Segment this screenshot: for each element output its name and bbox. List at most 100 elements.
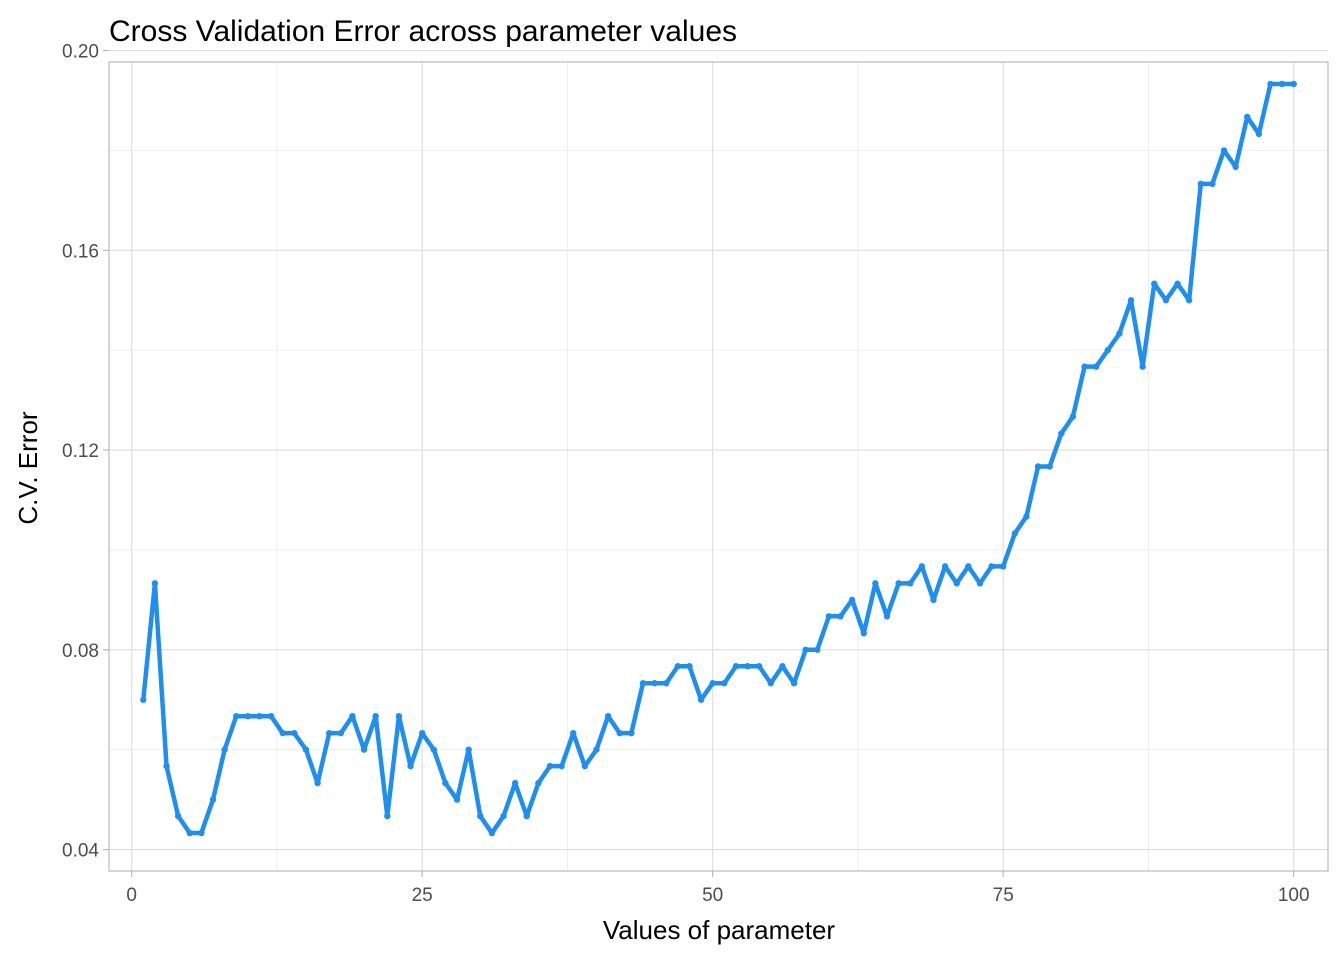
data-point [848, 596, 856, 604]
data-point [453, 796, 461, 803]
data-point [604, 712, 612, 720]
data-point [384, 812, 391, 820]
data-point [895, 580, 902, 587]
data-point [546, 762, 554, 770]
y-tick-label: 0.12 [62, 441, 99, 462]
data-point [965, 563, 972, 570]
data-point [1081, 363, 1088, 370]
y-axis-title: C.V. Error [13, 411, 43, 525]
data-point [976, 580, 984, 587]
data-point [535, 779, 542, 787]
data-point [186, 829, 193, 837]
data-point [872, 580, 879, 587]
data-point [837, 613, 844, 620]
data-point [140, 696, 147, 703]
data-point [1220, 147, 1228, 154]
data-point [1023, 513, 1030, 520]
series-line [141, 81, 1296, 836]
data-point [418, 729, 426, 737]
data-point [721, 680, 728, 687]
data-point [244, 712, 252, 720]
x-axis: 0 25 50 75 100 [126, 871, 1310, 906]
data-point [1290, 80, 1297, 88]
data-point [779, 663, 786, 670]
data-point [349, 712, 356, 720]
x-tick-label: 75 [993, 885, 1014, 906]
minor-gridlines [109, 62, 1328, 871]
data-point [1000, 563, 1007, 570]
data-point [523, 812, 530, 820]
data-point [256, 712, 263, 720]
data-point [1127, 297, 1135, 304]
x-axis-title: Values of parameter [603, 915, 836, 945]
plot-panel [108, 49, 1329, 872]
panel-border [108, 61, 1329, 872]
data-point [930, 596, 937, 604]
data-point [674, 663, 682, 670]
data-point [570, 729, 577, 737]
data-point [593, 746, 600, 753]
data-point [709, 680, 716, 687]
data-point [941, 563, 949, 570]
data-point [1267, 80, 1274, 88]
data-point [1092, 363, 1100, 370]
data-point [697, 696, 705, 703]
data-point [1046, 463, 1053, 470]
data-point [488, 829, 496, 837]
data-point [616, 729, 623, 737]
data-point [465, 746, 472, 753]
data-point [558, 762, 565, 770]
data-point [511, 779, 519, 787]
data-point [663, 680, 670, 687]
data-point [1058, 430, 1065, 437]
y-tick-label: 0.08 [62, 641, 99, 662]
data-point [988, 563, 995, 570]
data-point [814, 646, 821, 653]
data-point [907, 580, 914, 587]
series-layer [140, 80, 1297, 837]
data-point [686, 663, 693, 670]
data-point [639, 680, 647, 687]
x-tick-label: 0 [126, 885, 137, 906]
data-point [1278, 80, 1286, 88]
data-point [163, 762, 170, 770]
chart-title: Cross Validation Error across parameter … [109, 15, 737, 48]
data-point [500, 812, 507, 820]
data-point [744, 663, 751, 670]
data-point [174, 812, 182, 820]
data-point [395, 712, 403, 720]
data-point [732, 663, 740, 670]
data-point [755, 663, 763, 670]
data-point [326, 729, 333, 737]
x-tick-label: 100 [1278, 885, 1310, 906]
data-point [1244, 113, 1251, 121]
data-point [1139, 363, 1146, 370]
data-point [581, 762, 589, 770]
data-point [1069, 413, 1077, 420]
data-point [767, 680, 774, 687]
data-point [1011, 530, 1019, 537]
data-point [1185, 297, 1193, 304]
data-point [337, 729, 345, 737]
data-point [302, 746, 310, 753]
data-point [291, 729, 298, 737]
data-point [1151, 280, 1158, 287]
data-point [1162, 297, 1170, 304]
data-point [1174, 280, 1181, 287]
x-tick-label: 25 [412, 885, 433, 906]
data-point [267, 712, 275, 720]
data-point [360, 746, 368, 753]
data-point [651, 680, 658, 687]
data-point [825, 613, 833, 620]
data-point [407, 762, 414, 770]
data-point [883, 613, 891, 620]
data-point [1104, 346, 1111, 354]
data-point [953, 580, 960, 587]
data-point [1255, 130, 1263, 138]
y-tick-label: 0.04 [62, 841, 99, 862]
y-axis: 0.04 0.08 0.12 0.16 0.20 [62, 42, 109, 862]
data-point [314, 779, 321, 787]
data-point [279, 729, 286, 737]
data-point [1116, 330, 1123, 337]
